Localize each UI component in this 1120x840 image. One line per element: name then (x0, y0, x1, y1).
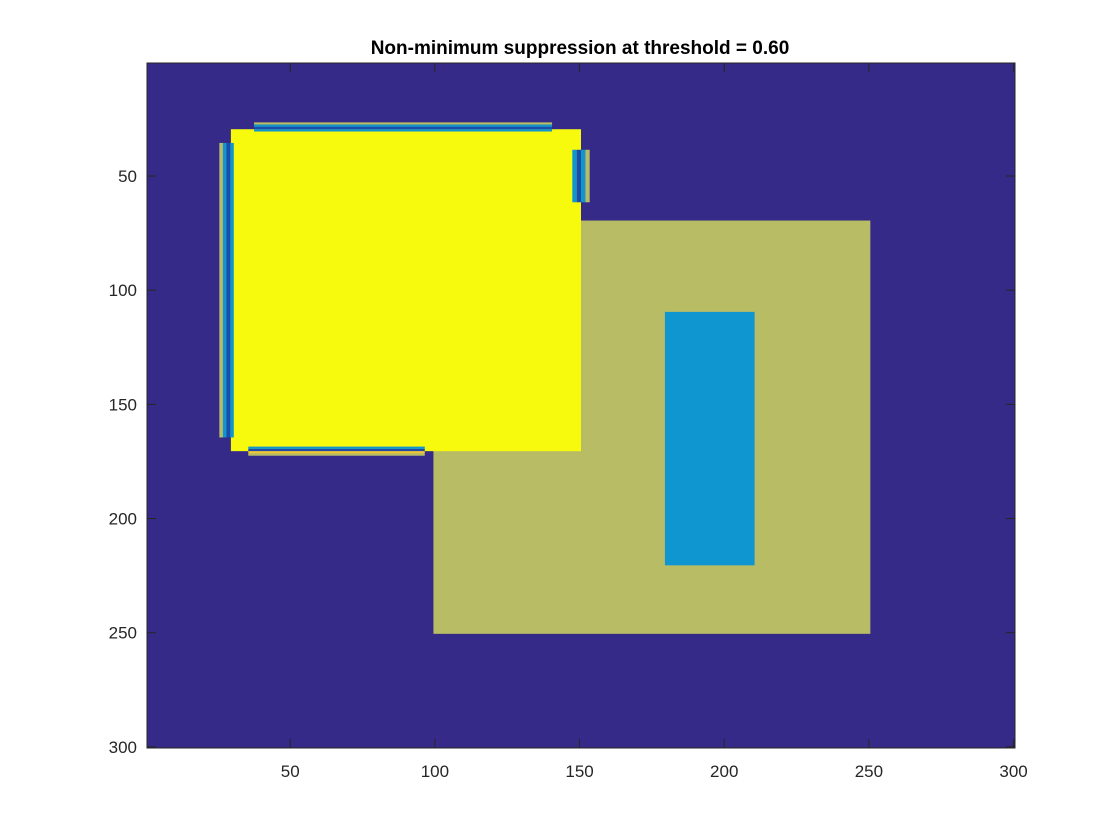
edge-band-left-stripe (222, 142, 227, 438)
edge-band-top-stripe (254, 122, 553, 125)
y-tick-label: 50 (118, 167, 137, 186)
edge-band-left-stripe (226, 142, 231, 438)
axes: 50 100 150 200 250 300 50 100 150 200 250 300 (109, 62, 1028, 781)
edge-band-bottom-stripe (248, 446, 425, 449)
edge-band-right-stripe (576, 149, 581, 203)
y-tick-label: 300 (109, 738, 137, 757)
x-tick-label: 250 (855, 762, 883, 781)
chart-title: Non-minimum suppression at threshold = 0… (371, 38, 790, 59)
x-tick-label: 150 (565, 762, 593, 781)
x-tick-label: 200 (710, 762, 738, 781)
heatmap-region-bright-square (230, 129, 581, 452)
y-tick-label: 150 (109, 395, 137, 414)
y-tick-label: 100 (109, 281, 137, 300)
y-tick-label: 200 (109, 510, 137, 529)
edge-band-top-stripe (254, 126, 553, 130)
edge-band-right-stripe (581, 149, 586, 203)
x-tick-label: 100 (421, 762, 449, 781)
edge-band-right-stripe (585, 149, 590, 203)
heatmap-region-inner-rectangle (664, 311, 755, 566)
edge-band-top-stripe (254, 129, 553, 132)
x-tick-label: 300 (999, 762, 1027, 781)
edge-band-bottom-stripe (248, 451, 425, 454)
edge-band-bottom-stripe (248, 448, 425, 452)
edge-band-right-stripe (572, 149, 577, 203)
x-tick-label: 50 (281, 762, 300, 781)
edge-band-left-stripe (219, 142, 223, 438)
edge-band-bottom-stripe (248, 453, 425, 456)
edge-band-top-stripe (254, 124, 553, 127)
heatmap-image (147, 63, 1015, 748)
y-tick-label: 250 (109, 624, 137, 643)
edge-band-left-stripe (230, 142, 234, 438)
axes-box (146, 62, 1016, 749)
tick-labels: 50 100 150 200 250 300 50 100 150 200 250 300 (109, 167, 1028, 781)
axis-ticks (147, 63, 1015, 748)
